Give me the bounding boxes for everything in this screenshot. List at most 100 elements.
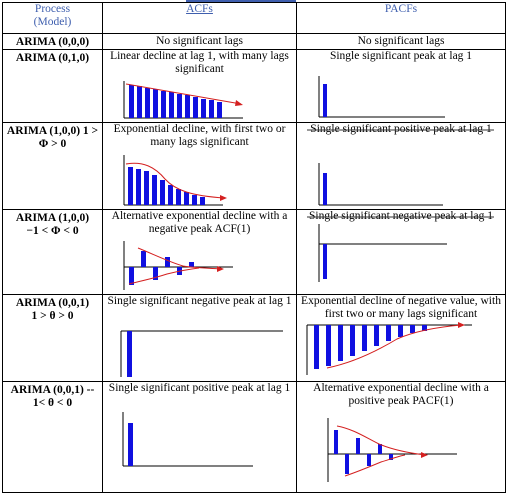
acf-bar-lag1	[128, 423, 133, 466]
acf-bar	[193, 97, 198, 118]
pacf-bar	[367, 454, 371, 466]
pacf-cell: Exponential decline of negative value, w…	[296, 294, 506, 382]
pacf-bar-lag1	[323, 84, 327, 117]
pacf-bar	[326, 325, 331, 366]
process-label: ARIMA (0,1,0)	[15, 52, 90, 64]
process-cell: ARIMA (1,0,0) −1 < Φ < 0	[2, 209, 103, 295]
pacf-cell: Single significant positive peak at lag …	[296, 122, 506, 210]
pacf-plot-negative-exponential-decline	[306, 322, 472, 375]
pacf-bar	[386, 325, 391, 341]
acf-bar	[144, 171, 149, 205]
pacf-bar-lag1	[323, 244, 327, 279]
process-cell: ARIMA (0,1,0)	[2, 49, 103, 123]
header-accent-strip	[186, 0, 296, 3]
acf-cell: Single significant positive peak at lag …	[102, 381, 297, 493]
upper-curve-arrowhead	[421, 452, 428, 458]
pacf-bars	[334, 430, 393, 474]
acf-description: Exponential decline, with first two or m…	[113, 123, 286, 148]
rising-curve	[326, 324, 463, 369]
pacf-bar	[350, 325, 355, 356]
header-row: Process (Model) ACFs PACFs	[2, 2, 506, 34]
pacf-bar	[362, 325, 367, 351]
process-label: ARIMA (0,0,0)	[15, 36, 90, 48]
process-cell: ARIMA (0,0,0)	[2, 33, 103, 50]
pacf-bar	[378, 444, 382, 454]
acf-bars	[129, 251, 194, 285]
pacf-description: Single significant peak at lag 1	[329, 50, 473, 62]
process-cell: ARIMA (1,0,0) 1 > Φ > 0	[2, 122, 103, 210]
acf-description: No significant lags	[156, 35, 243, 47]
acf-bar	[169, 92, 174, 118]
acf-bar-lag1	[127, 331, 132, 377]
pacf-bar	[422, 325, 427, 331]
pacf-plot-single-positive-peak	[307, 129, 494, 206]
acf-bar	[129, 267, 134, 285]
acf-plot-single-positive-peak	[122, 412, 253, 467]
lower-envelope-curve	[128, 267, 200, 285]
upper-envelope-curve	[137, 247, 222, 270]
curve-arrowhead	[220, 195, 227, 201]
acf-bar	[152, 175, 157, 205]
process-condition: −1 < Φ < 0	[26, 225, 79, 237]
pacf-plot-alternating-decline	[327, 418, 457, 482]
pacf-cell: No significant lags	[296, 33, 506, 50]
process-label: ARIMA (0,0,1) --	[10, 384, 95, 396]
acf-plot-exponential-decline	[123, 155, 227, 206]
header-process: Process (Model)	[2, 2, 103, 34]
decline-trend-line	[125, 83, 242, 105]
acf-cell: Linear decline at lag 1, with many lags …	[102, 49, 297, 123]
process-condition: Φ > 0	[38, 138, 67, 150]
acf-bar	[129, 85, 134, 118]
acf-bars	[129, 85, 222, 118]
upper-envelope-curve	[336, 425, 426, 456]
acf-bars	[128, 167, 205, 205]
table-row: ARIMA (0,0,0) No significant lags No sig…	[2, 33, 506, 50]
acf-bar	[201, 99, 206, 118]
acf-cell: No significant lags	[102, 33, 297, 50]
pacf-plot-single-negative-peak	[307, 216, 494, 282]
acf-cell: Exponential decline, with first two or m…	[102, 122, 297, 210]
table-row: ARIMA (0,0,1) 1 > θ > 0 Single significa…	[2, 294, 506, 382]
pacf-description: No significant lags	[357, 35, 445, 47]
acf-bar	[153, 89, 158, 118]
table-row: ARIMA (0,0,1) -- 1< θ < 0 Single signifi…	[2, 381, 506, 493]
pacf-plot-single-peak	[318, 76, 445, 118]
acf-bar	[177, 94, 182, 118]
acf-bar	[209, 100, 214, 118]
acf-bar	[128, 167, 133, 205]
acf-description: Alternative exponential decline with a n…	[111, 210, 288, 235]
trend-arrowhead	[235, 100, 243, 106]
acf-bar	[189, 262, 194, 267]
table-row: ARIMA (1,0,0) 1 > Φ > 0 Exponential decl…	[2, 122, 506, 210]
process-condition: 1< θ < 0	[32, 397, 73, 409]
acf-description: Single significant negative peak at lag …	[107, 295, 292, 307]
pacf-bar	[314, 325, 319, 369]
pacf-bar	[338, 325, 343, 361]
acf-plot-single-negative-peak	[120, 330, 283, 377]
decay-curve	[125, 162, 226, 199]
acf-bar	[136, 169, 141, 205]
acf-bar	[161, 91, 166, 118]
upper-curve-arrowhead	[217, 266, 224, 272]
pacf-bar	[334, 430, 338, 454]
pacf-description: Single significant negative peak at lag …	[309, 210, 493, 222]
pacf-bar	[345, 454, 349, 474]
acf-bar	[153, 267, 158, 280]
acf-plot-linear-decline	[123, 81, 243, 119]
acf-bar	[168, 185, 173, 205]
process-cell: ARIMA (0,0,1) -- 1< θ < 0	[2, 381, 103, 493]
acf-bar	[145, 88, 150, 118]
header-pacf: PACFs	[296, 2, 506, 34]
acf-bar	[165, 257, 170, 267]
process-label: ARIMA (1,0,0)	[15, 212, 90, 224]
table-row: ARIMA (0,1,0) Linear decline at lag 1, w…	[2, 49, 506, 123]
process-label: ARIMA (1,0,0) 1 >	[6, 125, 99, 137]
acf-bar	[185, 95, 190, 118]
acf-bar	[137, 86, 142, 118]
acf-cell: Single significant negative peak at lag …	[102, 294, 297, 382]
pacf-bar	[356, 438, 360, 454]
process-cell: ARIMA (0,0,1) 1 > θ > 0	[2, 294, 103, 382]
pacf-bar-lag1	[323, 173, 327, 205]
process-label: ARIMA (0,0,1)	[15, 297, 90, 309]
